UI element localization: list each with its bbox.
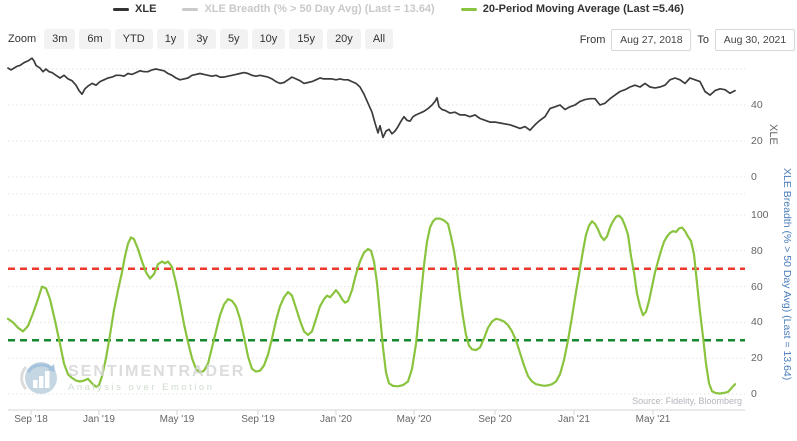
legend-marker-icon bbox=[113, 7, 130, 11]
zoom-button-ytd[interactable]: YTD bbox=[114, 29, 153, 49]
x-tick-label: Jan '20 bbox=[320, 414, 352, 425]
zoom-button-3m[interactable]: 3m bbox=[44, 29, 76, 49]
legend-item-label: XLE bbox=[135, 3, 157, 15]
source-credit: Source: Fidelity, Bloomberg bbox=[632, 396, 742, 406]
x-tick-label: Sep '20 bbox=[478, 414, 512, 425]
sentimentrader-logo-icon bbox=[20, 362, 57, 394]
legend-item-0[interactable]: XLE bbox=[113, 3, 156, 15]
legend-marker-icon bbox=[460, 7, 477, 11]
breadth-axis-title: XLE Breadth (% > 50 Day Avg) (Last = 13.… bbox=[781, 168, 793, 381]
x-tick-label: May '20 bbox=[396, 414, 432, 425]
watermark: SENTIMENTRADER Analysis over Emotion bbox=[16, 356, 245, 400]
legend-marker-icon bbox=[182, 7, 199, 11]
series-line-xle bbox=[7, 57, 736, 139]
zoom-button-all[interactable]: All bbox=[364, 29, 394, 49]
chart-legend: XLE XLE Breadth (% > 50 Day Avg) (Last = … bbox=[0, 3, 797, 15]
watermark-title: SENTIMENTRADER bbox=[68, 363, 246, 380]
x-tick-label: May '19 bbox=[159, 414, 195, 425]
watermark-subtitle: Analysis over Emotion bbox=[68, 382, 215, 393]
y-tick-label-bottom-40: 40 bbox=[751, 316, 763, 329]
zoom-button-15y[interactable]: 15y bbox=[289, 29, 324, 49]
price-axis-title: XLE bbox=[767, 124, 779, 145]
zoom-button-20y[interactable]: 20y bbox=[327, 29, 361, 49]
y-tick-label-bottom-60: 60 bbox=[751, 280, 763, 293]
y-tick-label-top-40: 40 bbox=[751, 99, 763, 111]
y-tick-label-top-20: 20 bbox=[751, 135, 763, 147]
to-label: To bbox=[697, 34, 709, 46]
legend-item-label: XLE Breadth (% > 50 Day Avg) (Last = 13.… bbox=[204, 3, 435, 15]
x-tick-label: Jan '19 bbox=[83, 414, 115, 425]
zoom-button-3y[interactable]: 3y bbox=[188, 29, 216, 49]
y-tick-label-bottom-20: 20 bbox=[751, 352, 763, 365]
x-tick-label: Sep '18 bbox=[14, 414, 48, 425]
zoom-toolbar-label: Zoom bbox=[8, 33, 37, 45]
legend-item-2[interactable]: 20-Period Moving Average (Last =5.46) bbox=[460, 3, 684, 15]
x-tick-label: May '21 bbox=[635, 414, 671, 425]
x-tick-label: Jan '21 bbox=[558, 414, 590, 425]
y-tick-label-bottom-0: 0 bbox=[751, 388, 757, 400]
zoom-button-5y[interactable]: 5y bbox=[219, 29, 248, 49]
from-date-input[interactable] bbox=[611, 29, 692, 51]
zoom-toolbar: Zoom 3m 6m YTD 1y 3y 5y 10y 15y 20y All bbox=[8, 29, 394, 49]
to-date-input[interactable] bbox=[715, 29, 795, 51]
zoom-button-10y[interactable]: 10y bbox=[251, 29, 286, 49]
legend-item-label: 20-Period Moving Average (Last =5.46) bbox=[482, 3, 684, 15]
zoom-button-1y[interactable]: 1y bbox=[156, 29, 185, 49]
zoom-button-6m[interactable]: 6m bbox=[79, 29, 111, 49]
series-line-20-period-moving-average bbox=[6, 214, 737, 395]
from-label: From bbox=[579, 34, 606, 46]
x-tick-label: Sep '19 bbox=[241, 414, 275, 425]
date-range-toolbar: From To bbox=[580, 29, 795, 51]
y-tick-label-bottom-80: 80 bbox=[751, 244, 763, 257]
y-tick-label-bottom-100: 100 bbox=[751, 209, 769, 221]
legend-item-1[interactable]: XLE Breadth (% > 50 Day Avg) (Last = 13.… bbox=[182, 3, 435, 15]
y-tick-label-top-0: 0 bbox=[751, 171, 757, 183]
